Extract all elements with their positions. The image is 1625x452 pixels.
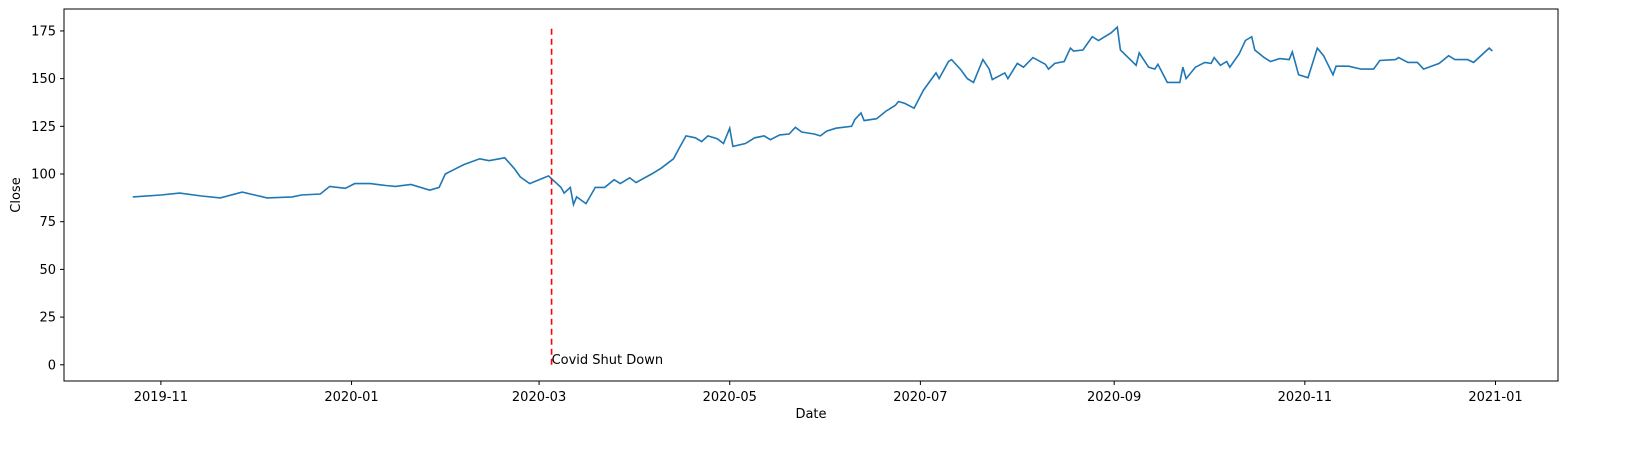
y-tick-label: 100 xyxy=(31,168,56,183)
y-tick-label: 150 xyxy=(31,72,56,87)
x-tick-label: 2020-07 xyxy=(893,390,947,405)
plot-frame xyxy=(63,8,1559,382)
x-tick-label: 2020-05 xyxy=(703,390,757,405)
y-axis-label: Close xyxy=(9,177,24,212)
data-line xyxy=(132,25,1493,208)
x-tick-label: 2021-01 xyxy=(1468,390,1522,405)
y-tick-label: 175 xyxy=(31,24,56,39)
x-tick-label: 2019-11 xyxy=(134,390,188,405)
y-tick-label: 125 xyxy=(31,120,56,135)
x-tick-label: 2020-11 xyxy=(1278,390,1332,405)
x-tick-label: 2020-01 xyxy=(324,390,378,405)
x-tick-label: 2020-09 xyxy=(1087,390,1141,405)
y-tick-label: 25 xyxy=(39,311,56,326)
y-tick-label: 75 xyxy=(39,215,56,230)
y-tick-label: 50 xyxy=(39,263,56,278)
annotation-text: Covid Shut Down xyxy=(552,353,664,368)
y-tick-label: 0 xyxy=(48,358,56,373)
x-tick-label: 2020-03 xyxy=(512,390,566,405)
x-axis-label: Date xyxy=(795,407,826,422)
